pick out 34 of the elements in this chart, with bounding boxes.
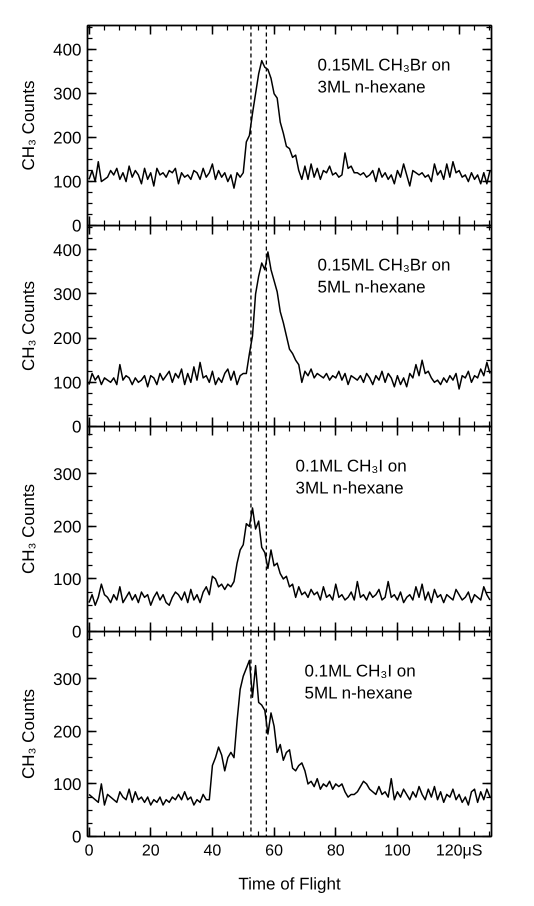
- y-tick-label: 200: [53, 329, 82, 348]
- y-tick-label: 0: [72, 622, 82, 642]
- y-tick-label: 300: [53, 670, 82, 689]
- annotation: 0.15ML CH₃Br on 3ML n-hexane: [318, 56, 450, 96]
- y-tick-label: 100: [53, 774, 82, 794]
- y-tick-label: 400: [53, 240, 82, 260]
- annotation: 0.1ML CH₃I on 3ML n-hexane: [296, 456, 407, 498]
- y-tick-label: 200: [53, 722, 82, 742]
- x-tick-label: 20: [142, 842, 160, 860]
- y-tick-label: 100: [53, 373, 82, 392]
- y-axis-title: CH₃ Counts: [19, 80, 38, 171]
- y-axis-title: CH₃ Counts: [19, 484, 38, 574]
- x-axis-title: Time of Flight: [238, 874, 341, 894]
- annotation: 0.15ML CH₃Br on 5ML n-hexane: [318, 256, 450, 296]
- x-tick-label: 100: [384, 842, 411, 860]
- y-tick-label: 300: [53, 284, 82, 304]
- x-tick-label: 0: [84, 842, 94, 860]
- y-tick-label: 0: [72, 828, 82, 846]
- y-tick-label: 300: [53, 84, 82, 104]
- y-axis-title: CH₃ Counts: [19, 688, 38, 780]
- y-tick-label: 100: [53, 172, 82, 192]
- x-tick-label: 60: [265, 842, 284, 860]
- x-tick-label: 40: [204, 842, 222, 860]
- y-tick-label: 400: [53, 40, 82, 60]
- y-tick-label: 300: [53, 464, 82, 484]
- x-tick-label: 120μS: [436, 842, 482, 860]
- y-tick-label: 200: [53, 517, 82, 536]
- y-tick-label: 100: [53, 570, 82, 589]
- y-axis-title: CH₃ Counts: [19, 280, 38, 372]
- annotation: 0.1ML CH₃I on 5ML n-hexane: [304, 662, 416, 702]
- y-tick-label: 0: [72, 418, 82, 436]
- y-tick-label: 200: [53, 128, 82, 148]
- x-tick-label: 80: [326, 842, 345, 860]
- y-tick-label: 0: [72, 216, 82, 236]
